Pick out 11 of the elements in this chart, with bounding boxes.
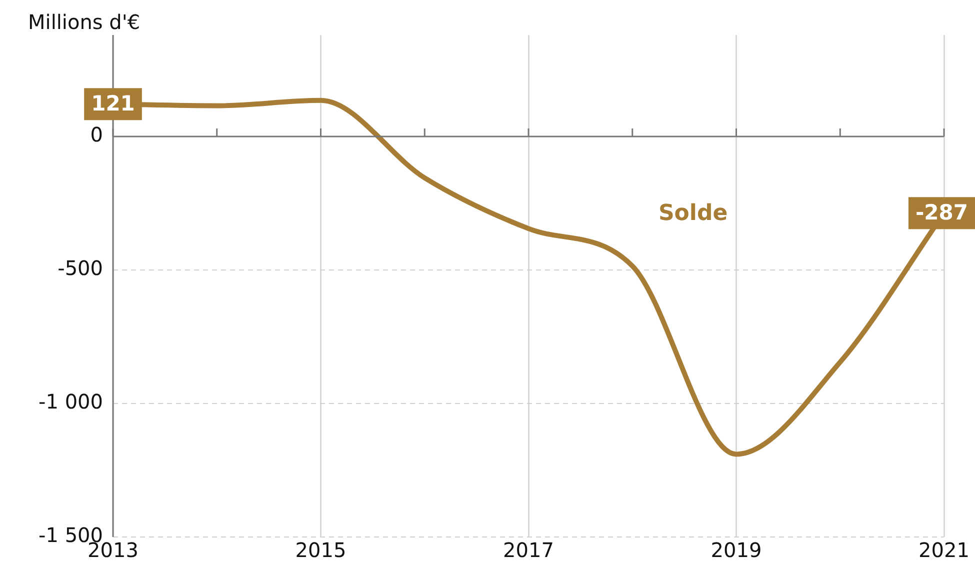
y-tick-label: -500	[58, 256, 103, 280]
text: Solde	[658, 200, 728, 226]
y-axis-title: Millions d'€	[28, 10, 140, 34]
x-tick-label: 2017	[503, 538, 554, 562]
y-tick-label: 0	[90, 122, 103, 147]
x-tick-label: 2021	[918, 538, 970, 562]
y-tick-label: -1 000	[38, 390, 103, 414]
x-tick-label: 2019	[710, 538, 762, 562]
data-label: -287	[915, 200, 968, 225]
x-tick-label: 2015	[295, 538, 346, 562]
data-label: 121	[91, 92, 135, 116]
